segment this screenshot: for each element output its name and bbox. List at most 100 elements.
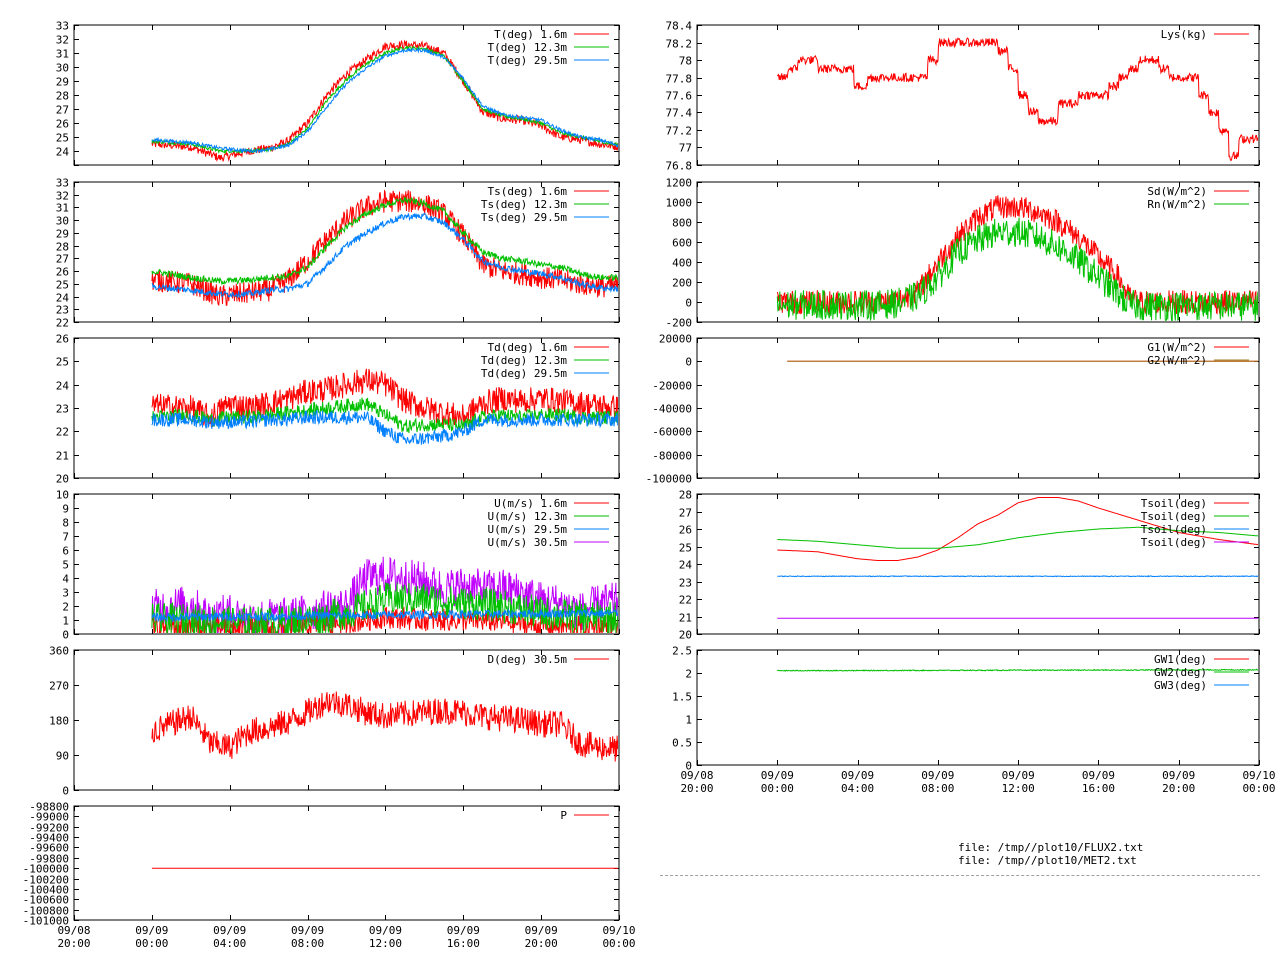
ytick-label: 29	[56, 76, 69, 89]
xtick-label-time: 00:00	[135, 937, 168, 950]
legend-label: GW3(deg)	[1154, 679, 1207, 692]
series-line	[151, 45, 618, 155]
xtick-label-date: 09/09	[841, 769, 874, 782]
ytick-label: 77	[679, 142, 692, 155]
xtick-label-date: 09/10	[602, 924, 635, 937]
xtick-label-time: 00:00	[761, 782, 794, 795]
ytick-label: 0.5	[672, 737, 692, 750]
legend-label: Ts(deg) 29.5m	[481, 211, 567, 224]
series-line	[151, 368, 618, 427]
series-line	[777, 526, 1258, 549]
ytick-label: -98800	[29, 801, 69, 814]
legend-label: D(deg) 30.5m	[488, 653, 568, 666]
xtick-label-time: 12:00	[369, 937, 402, 950]
xtick-label-date: 09/09	[1162, 769, 1195, 782]
ytick-label: -99000	[29, 811, 69, 824]
xtick-label-date: 09/09	[921, 769, 954, 782]
ytick-label: 360	[49, 645, 69, 658]
legend-label: Lys(kg)	[1161, 28, 1207, 41]
ytick-label: 28	[56, 90, 69, 103]
ytick-label: 25	[679, 542, 692, 555]
ytick-label: 25	[56, 279, 69, 292]
file-label-flux: file: /tmp//plot10/FLUX2.txt	[958, 841, 1144, 854]
ytick-label: 0	[685, 356, 692, 369]
ytick-label: 27	[56, 104, 69, 117]
file-list: file: /tmp//plot10/FLUX2.txt file: /tmp//…	[958, 841, 1143, 867]
ytick-label: 77.4	[666, 107, 693, 120]
legend-label: Tsoil(deg)	[1141, 536, 1207, 549]
ytick-label: 21	[56, 450, 69, 463]
ytick-label: 25	[56, 356, 69, 369]
plot-frame	[696, 181, 1260, 323]
ytick-label: 1000	[666, 197, 693, 210]
ytick-label: -100200	[23, 874, 69, 887]
xtick-label-date: 09/10	[1242, 769, 1275, 782]
ytick-label: 24	[56, 380, 70, 393]
ytick-label: -100000	[23, 863, 69, 876]
legend-label: U(m/s) 30.5m	[488, 536, 568, 549]
ytick-label: 200	[672, 277, 692, 290]
legend-label: Td(deg) 29.5m	[481, 367, 567, 380]
xtick-label-date: 09/09	[525, 924, 558, 937]
legend-label: Tsoil(deg)	[1141, 523, 1207, 536]
xtick-label-date: 09/09	[369, 924, 402, 937]
chart-ground: -100000 -80000 -60000 -40000 -20000 0 20000 G1(…	[646, 333, 1260, 486]
xtick-label-time: 00:00	[1242, 782, 1275, 795]
ytick-label: 26	[56, 266, 69, 279]
ytick-label: 0	[685, 760, 692, 773]
ytick-label: 23	[56, 403, 69, 416]
ytick-label: 24	[56, 146, 70, 159]
ytick-label: -99600	[29, 842, 69, 855]
ytick-label: -99800	[29, 853, 69, 866]
chart-rad: -200 0 200 400 600 800 1000 1200 Sd(W/m^2)Rn(W/m…	[666, 177, 1260, 330]
ytick-label: 2	[685, 668, 692, 681]
series-line	[776, 37, 1258, 162]
ytick-label: -101000	[23, 915, 69, 928]
ytick-label: 3	[62, 587, 69, 600]
ytick-label: 32	[56, 34, 69, 47]
ytick-label: 6	[62, 545, 69, 558]
legend-label: GW2(deg)	[1154, 666, 1207, 679]
legend-label: T(deg) 1.6m	[494, 28, 567, 41]
plot-frame	[73, 649, 620, 791]
ytick-label: 23	[679, 577, 692, 590]
ytick-label: 23	[56, 304, 69, 317]
xtick-label-date: 09/09	[135, 924, 168, 937]
ytick-label: 1	[685, 714, 692, 727]
xtick-label-time: 00:00	[602, 937, 635, 950]
xtick-label-date: 09/09	[1002, 769, 1035, 782]
series-line	[151, 409, 618, 445]
ytick-label: -200	[666, 317, 693, 330]
series-line	[151, 47, 618, 154]
ytick-label: 30	[56, 215, 69, 228]
xtick-label-date: 09/09	[447, 924, 480, 937]
ytick-label: 78.4	[666, 20, 693, 33]
legend-label: U(m/s) 1.6m	[494, 497, 567, 510]
ytick-label: 24	[56, 292, 70, 305]
legend-label: T(deg) 29.5m	[488, 54, 568, 67]
ytick-label: 29	[56, 228, 69, 241]
series-line	[151, 608, 618, 623]
legend-label: Td(deg) 1.6m	[488, 341, 568, 354]
legend-label: G2(W/m^2)	[1147, 354, 1207, 367]
ytick-label: 4	[62, 573, 69, 586]
ytick-label: 10	[56, 489, 69, 502]
xtick-label-time: 20:00	[1162, 782, 1195, 795]
xtick-label-time: 16:00	[447, 937, 480, 950]
ytick-label: -100800	[23, 905, 69, 918]
series-line	[151, 556, 618, 633]
legend-label: T(deg) 12.3m	[488, 41, 568, 54]
ytick-label: 800	[672, 217, 692, 230]
ytick-label: 7	[62, 531, 69, 544]
chart-lys: 76.8 77 77.2 77.4 77.6 77.8 78 78.2 78.4 Lys(kg)	[666, 20, 1260, 173]
legend-label: Td(deg) 12.3m	[481, 354, 567, 367]
ytick-label: 8	[62, 517, 69, 530]
xtick-label-time: 16:00	[1082, 782, 1115, 795]
ytick-label: 25	[56, 132, 69, 145]
file-label-met: file: /tmp//plot10/MET2.txt	[958, 854, 1137, 867]
ytick-label: 9	[62, 503, 69, 516]
